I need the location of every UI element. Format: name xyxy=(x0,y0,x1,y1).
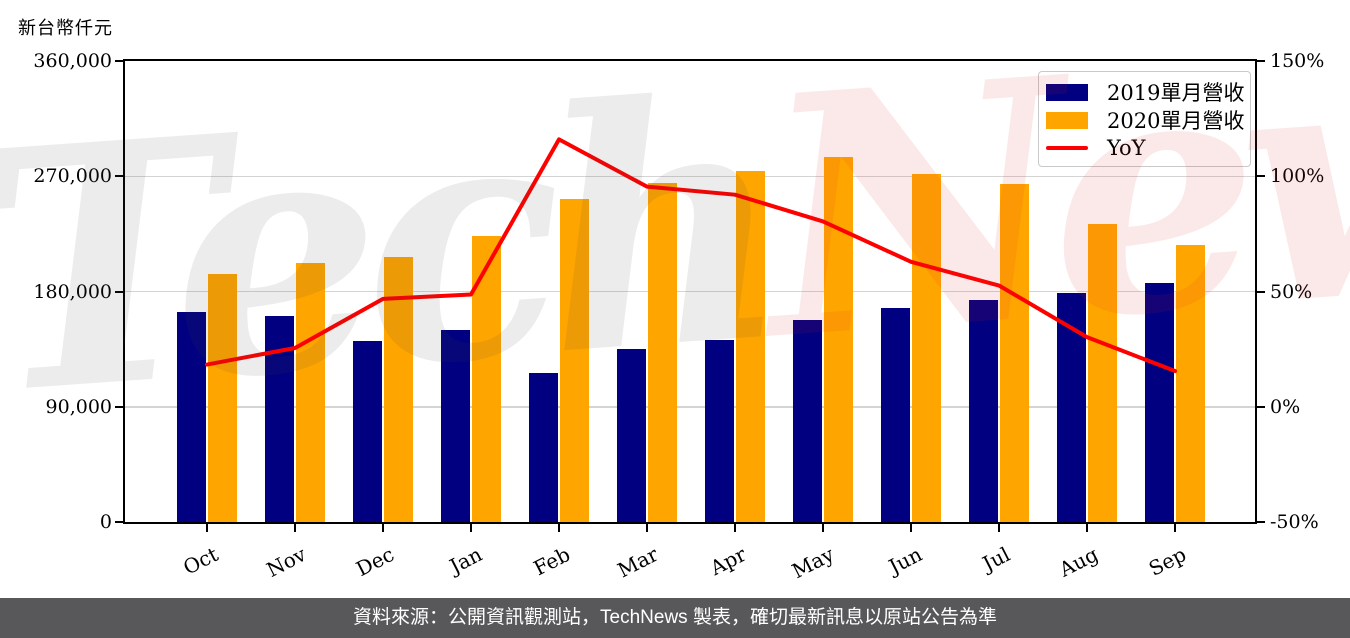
x-axis-label-Jan: Jan xyxy=(445,542,486,579)
bar-2019單月營收-Feb xyxy=(529,373,558,522)
x-axis-label-Oct: Oct xyxy=(179,542,222,580)
x-axis-tickmark-Oct xyxy=(206,524,208,532)
bar-2019單月營收-Mar xyxy=(617,349,646,522)
bar-2019單月營收-Dec xyxy=(353,341,382,522)
x-axis-label-Mar: Mar xyxy=(613,542,662,583)
x-axis-label-Aug: Aug xyxy=(1055,542,1102,582)
x-axis-tickmark-Mar xyxy=(646,524,648,532)
bar-2019單月營收-Sep xyxy=(1145,282,1174,522)
bar-2019單月營收-Jul xyxy=(969,300,998,522)
x-axis-label-Sep: Sep xyxy=(1144,542,1190,581)
right-axis-tickmark xyxy=(1257,290,1265,293)
bar-2019單月營收-Jun xyxy=(881,308,910,522)
legend-swatch-yoy-line xyxy=(1046,146,1088,150)
x-axis-label-Jul: Jul xyxy=(978,542,1014,576)
right-axis-tick-label-150%: 150% xyxy=(1270,50,1325,72)
left-axis-tick-label-180000: 180,000 xyxy=(33,280,112,303)
left-axis-tickmark xyxy=(115,60,123,62)
legend-row-2020: 2020單月營收 xyxy=(1046,106,1250,134)
legend-box: 2019單月營收 2020單月營收 YoY xyxy=(1038,71,1251,167)
bar-2019單月營收-Jan xyxy=(441,329,470,522)
legend-row-2019: 2019單月營收 xyxy=(1046,78,1250,106)
x-axis-label-Jun: Jun xyxy=(884,542,926,579)
x-axis-tickmark-Jan xyxy=(470,524,472,532)
x-axis-tickmark-Aug xyxy=(1086,524,1088,532)
legend-label-2019: 2019單月營收 xyxy=(1107,81,1245,105)
right-axis-tick-label--50%: -50% xyxy=(1270,511,1319,533)
x-axis-label-Dec: Dec xyxy=(352,542,398,582)
x-axis-tickmark-Jul xyxy=(998,524,1000,532)
right-axis-tickmark xyxy=(1257,405,1265,408)
legend-label-2020: 2020單月營收 xyxy=(1107,109,1245,133)
left-axis-tick-label-90000: 90,000 xyxy=(45,395,112,418)
bar-2020單月營收-Aug xyxy=(1088,223,1117,522)
x-axis-label-Feb: Feb xyxy=(529,542,574,581)
right-axis-tick-label-50%: 50% xyxy=(1270,280,1313,303)
left-axis-tick-label-0: 0 xyxy=(99,511,112,533)
bar-2019單月營收-Aug xyxy=(1057,292,1086,522)
right-axis-tickmark xyxy=(1257,175,1265,178)
x-axis-label-Nov: Nov xyxy=(262,542,310,582)
source-footer-text: 資料來源：公開資訊觀測站，TechNews 製表，確切最新訊息以原站公告為準 xyxy=(353,607,997,628)
bar-2019單月營收-May xyxy=(793,319,822,522)
bar-2020單月營收-Sep xyxy=(1176,245,1205,522)
bar-2019單月營收-Oct xyxy=(177,311,206,522)
right-axis-tick-label-0%: 0% xyxy=(1270,395,1301,418)
bar-2020單月營收-Jul xyxy=(1000,183,1029,522)
plot-area-frame xyxy=(123,59,1257,524)
bar-2019單月營收-Apr xyxy=(705,340,734,522)
gridline-90000 xyxy=(125,406,1255,408)
source-footer-bar: 資料來源：公開資訊觀測站，TechNews 製表，確切最新訊息以原站公告為準 xyxy=(0,598,1350,638)
left-axis-tick-label-270000: 270,000 xyxy=(33,165,112,188)
legend-swatch-2019-bar xyxy=(1046,83,1088,101)
x-axis-label-May: May xyxy=(788,542,838,584)
y-axis-unit-label: 新台幣仟元 xyxy=(18,18,113,39)
left-axis-tickmark xyxy=(115,405,123,408)
right-axis-tick-label-100%: 100% xyxy=(1270,165,1325,188)
legend-label-yoy: YoY xyxy=(1107,136,1146,160)
x-axis-tickmark-May xyxy=(822,524,824,532)
x-axis-tickmark-Feb xyxy=(558,524,560,532)
x-axis-tickmark-Sep xyxy=(1174,524,1176,532)
x-axis-tickmark-Jun xyxy=(910,524,912,532)
legend-row-yoy: YoY xyxy=(1046,134,1250,162)
x-axis-tickmark-Apr xyxy=(734,524,736,532)
bar-2020單月營收-May xyxy=(824,157,853,522)
bar-2020單月營收-Jan xyxy=(472,236,501,522)
right-axis-tickmark xyxy=(1257,521,1265,523)
right-axis-tickmark xyxy=(1257,60,1265,62)
bar-2020單月營收-Jun xyxy=(912,173,941,522)
x-axis-label-Apr: Apr xyxy=(706,542,750,581)
x-axis-tickmark-Dec xyxy=(382,524,384,532)
bar-2019單月營收-Nov xyxy=(265,315,294,522)
left-axis-tick-label-360000: 360,000 xyxy=(33,50,112,72)
left-axis-tickmark xyxy=(115,175,123,178)
bar-2020單月營收-Oct xyxy=(208,273,237,522)
left-axis-tickmark xyxy=(115,521,123,523)
left-axis-tickmark xyxy=(115,290,123,293)
legend-swatch-2020-bar xyxy=(1046,111,1088,129)
bar-2020單月營收-Mar xyxy=(648,182,677,522)
bar-2020單月營收-Dec xyxy=(384,256,413,522)
bar-2020單月營收-Apr xyxy=(736,171,765,522)
bar-2020單月營收-Feb xyxy=(560,199,589,522)
x-axis-tickmark-Nov xyxy=(294,524,296,532)
bar-2020單月營收-Nov xyxy=(296,263,325,522)
